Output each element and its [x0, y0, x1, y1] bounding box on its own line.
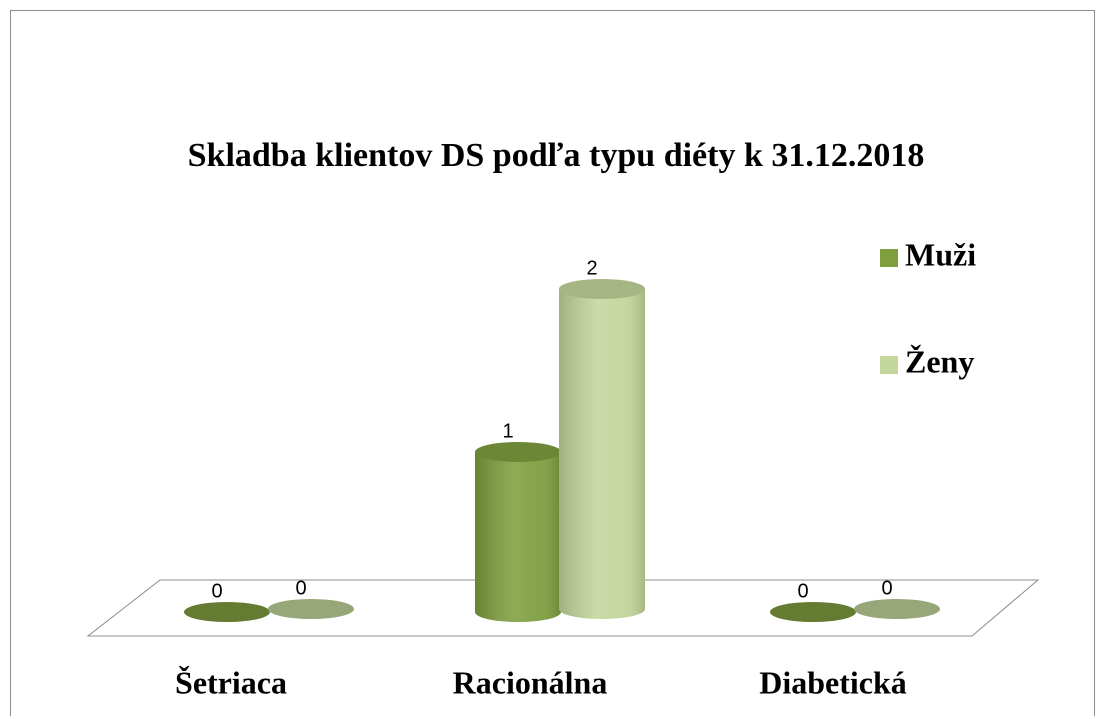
- cylinder-top: [268, 599, 354, 619]
- x-tick-label: Racionálna: [453, 664, 608, 700]
- cylinder-top-shade: [184, 602, 270, 622]
- cylinder-top-shade: [854, 599, 940, 619]
- cylinder: [559, 279, 645, 619]
- cylinder-top: [184, 602, 270, 622]
- data-label: 2: [586, 257, 597, 279]
- cylinder-top: [559, 279, 645, 299]
- cylinder: [854, 599, 940, 619]
- data-label: 0: [881, 577, 892, 599]
- data-label: 1: [502, 420, 513, 442]
- cylinder-top-shade: [770, 602, 856, 622]
- legend-swatch: [880, 356, 898, 374]
- chart-title: Skladba klientov DS podľa typu diéty k 3…: [188, 137, 925, 174]
- cylinder: [475, 442, 561, 622]
- legend-label: Ženy: [905, 343, 974, 379]
- x-tick-label: Šetriaca: [175, 664, 287, 700]
- cylinder: [770, 602, 856, 622]
- cylinder-shading: [475, 452, 561, 622]
- x-tick-label: Diabetická: [759, 664, 907, 700]
- cylinder-top: [854, 599, 940, 619]
- cylinder: [184, 602, 270, 622]
- cylinder-shading: [559, 289, 645, 619]
- legend-swatch: [880, 249, 898, 267]
- legend-label: Muži: [905, 236, 976, 272]
- cylinder-top-shade: [559, 279, 645, 299]
- cylinder-top: [475, 442, 561, 462]
- cylinder-top-shade: [475, 442, 561, 462]
- cylinder-top-shade: [268, 599, 354, 619]
- data-label: 0: [295, 577, 306, 599]
- data-label: 0: [211, 580, 222, 602]
- cylinder-top: [770, 602, 856, 622]
- data-label: 0: [797, 580, 808, 602]
- cylinder: [268, 599, 354, 619]
